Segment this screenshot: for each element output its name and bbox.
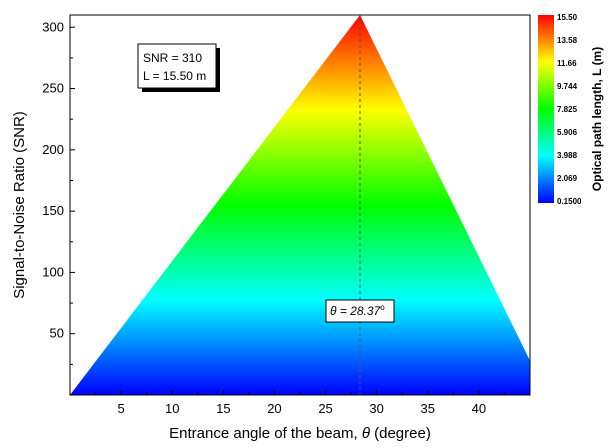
annotation-box: SNR = 310 L = 15.50 m — [137, 43, 220, 92]
colorbar-tick-label: 0.1500 — [557, 197, 582, 206]
x-tick-label: 5 — [117, 401, 124, 416]
colorbar-tick-label: 3.988 — [557, 151, 578, 160]
x-tick-label: 15 — [216, 401, 230, 416]
x-tick-label: 10 — [165, 401, 179, 416]
y-axis-ticks: 50 100 150 200 250 300 — [42, 19, 75, 365]
y-axis-title: Signal-to-Noise Ratio (SNR) — [11, 111, 28, 299]
peak-angle-label: θ = 28.37o — [325, 299, 395, 323]
x-axis-ticks: 5 10 15 20 25 30 35 40 — [95, 390, 505, 416]
x-tick-label: 30 — [369, 401, 383, 416]
annotation-box-frame — [137, 43, 217, 89]
x-axis-title: Entrance angle of the beam, θ (degree) — [169, 425, 431, 442]
peak-angle-label-text: θ = 28.37o — [330, 303, 385, 318]
x-tick-label: 40 — [472, 401, 486, 416]
colorbar-tick-label: 7.825 — [557, 105, 578, 114]
colorbar-ticks: 15.50 13.58 11.66 9.744 7.825 5.906 3.988 2.069… — [557, 13, 582, 206]
colorbar-tick-label: 2.069 — [557, 174, 578, 183]
y-tick-label: 300 — [42, 19, 64, 34]
x-tick-label: 20 — [267, 401, 281, 416]
colorbar: 15.50 13.58 11.66 9.744 7.825 5.906 3.988 2.069… — [538, 13, 604, 206]
x-tick-label: 25 — [318, 401, 332, 416]
colorbar-tick-label: 5.906 — [557, 128, 578, 137]
colorbar-tick-label: 13.58 — [557, 36, 578, 45]
x-tick-label: 35 — [421, 401, 435, 416]
y-tick-label: 150 — [42, 203, 64, 218]
annotation-snr: SNR = 310 — [143, 51, 202, 65]
annotation-length: L = 15.50 m — [143, 69, 206, 83]
colorbar-tick-label: 9.744 — [557, 82, 578, 91]
colorbar-gradient — [538, 15, 554, 203]
colorbar-title: Optical path length, L (m) — [590, 47, 604, 191]
y-tick-label: 200 — [42, 142, 64, 157]
peak-angle-label-frame — [325, 299, 395, 323]
colorbar-tick-label: 11.66 — [557, 59, 577, 68]
colorbar-tick-label: 15.50 — [557, 13, 578, 22]
y-tick-label: 50 — [50, 326, 64, 341]
y-tick-label: 100 — [42, 264, 64, 279]
y-tick-label: 250 — [42, 81, 64, 96]
